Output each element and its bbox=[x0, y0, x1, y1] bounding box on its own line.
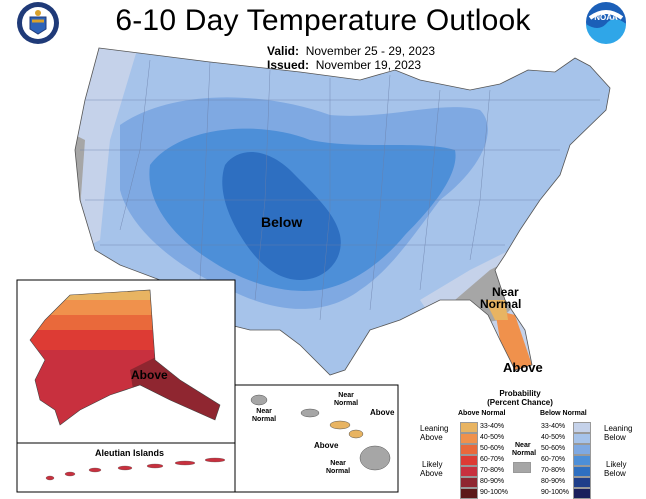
legend-below-swatch bbox=[573, 433, 591, 444]
legend-above-range: 60-70% bbox=[480, 456, 505, 463]
legend-below-swatch bbox=[573, 488, 591, 499]
legend-above-swatch bbox=[460, 477, 478, 488]
legend-likely-below-1: Likely bbox=[606, 460, 627, 469]
legend-above-range: 33-40% bbox=[480, 423, 505, 430]
valid-label: Valid: bbox=[267, 44, 300, 58]
legend-above-range: 50-60% bbox=[480, 445, 505, 452]
legend-likely-below-2: Below bbox=[604, 469, 626, 478]
legend-title: Probability bbox=[499, 389, 541, 398]
valid-dates: Valid: November 25 - 29, 2023 Issued: No… bbox=[267, 44, 435, 72]
legend-below-swatch bbox=[573, 455, 591, 466]
legend-above-range: 40-50% bbox=[480, 434, 505, 441]
legend-below-swatch bbox=[573, 466, 591, 477]
legend-near-swatch bbox=[513, 462, 531, 473]
legend-above-range: 80-90% bbox=[480, 478, 505, 485]
legend-below-range: 80-90% bbox=[541, 478, 566, 485]
legend-below-head: Below Normal bbox=[540, 410, 587, 417]
aleutian-label: Aleutian Islands bbox=[95, 448, 165, 458]
legend-likely-above-1: Likely bbox=[422, 460, 443, 469]
near-normal-label: Near Normal bbox=[480, 285, 522, 311]
legend-below-swatch bbox=[573, 444, 591, 455]
legend-below-range: 60-70% bbox=[541, 456, 566, 463]
legend-below-swatch bbox=[573, 477, 591, 488]
legend-above-swatch bbox=[460, 444, 478, 455]
legend-leaning-above-2: Above bbox=[420, 433, 443, 442]
map-title: 6-10 Day Temperature Outlook bbox=[115, 4, 531, 37]
legend-leaning-below-2: Below bbox=[604, 433, 626, 442]
hi-near-normal-b: Near Normal bbox=[334, 392, 359, 407]
hi-near-normal-a: Near Normal bbox=[252, 408, 277, 423]
issued-value: November 19, 2023 bbox=[315, 58, 422, 72]
legend-below-range: 70-80% bbox=[541, 467, 566, 474]
legend-likely-above-2: Above bbox=[420, 469, 443, 478]
legend-near-head-2: Normal bbox=[512, 450, 537, 457]
legend-subtitle: (Percent Chance) bbox=[487, 398, 553, 407]
issued-label: Issued: bbox=[267, 58, 310, 72]
hi-above-label: Above bbox=[370, 408, 395, 417]
legend-above-swatch bbox=[460, 455, 478, 466]
legend-leaning-below-1: Leaning bbox=[604, 424, 633, 433]
legend-below-swatch bbox=[573, 422, 591, 433]
legend-below-range: 90-100% bbox=[541, 489, 570, 496]
hi-near-normal-c: Near Normal bbox=[326, 460, 351, 475]
legend-above-swatch bbox=[460, 422, 478, 433]
above-se-label: Above bbox=[503, 360, 543, 375]
legend-above-head: Above Normal bbox=[458, 410, 506, 417]
legend-near-head-1: Near bbox=[515, 442, 531, 449]
legend-leaning-above-1: Leaning bbox=[420, 424, 449, 433]
legend-above-swatch bbox=[460, 466, 478, 477]
valid-value: November 25 - 29, 2023 bbox=[305, 44, 436, 58]
above-ak-label: Above bbox=[131, 368, 168, 382]
legend-below-range: 33-40% bbox=[541, 423, 566, 430]
legend-below-range: 50-60% bbox=[541, 445, 566, 452]
legend-above-range: 70-80% bbox=[480, 467, 505, 474]
legend-above-swatch bbox=[460, 488, 478, 499]
legend-above-swatch bbox=[460, 433, 478, 444]
hi-above-label-2: Above bbox=[314, 441, 339, 450]
legend-above-range: 90-100% bbox=[480, 489, 509, 496]
below-label: Below bbox=[261, 214, 303, 230]
legend-below-range: 40-50% bbox=[541, 434, 566, 441]
